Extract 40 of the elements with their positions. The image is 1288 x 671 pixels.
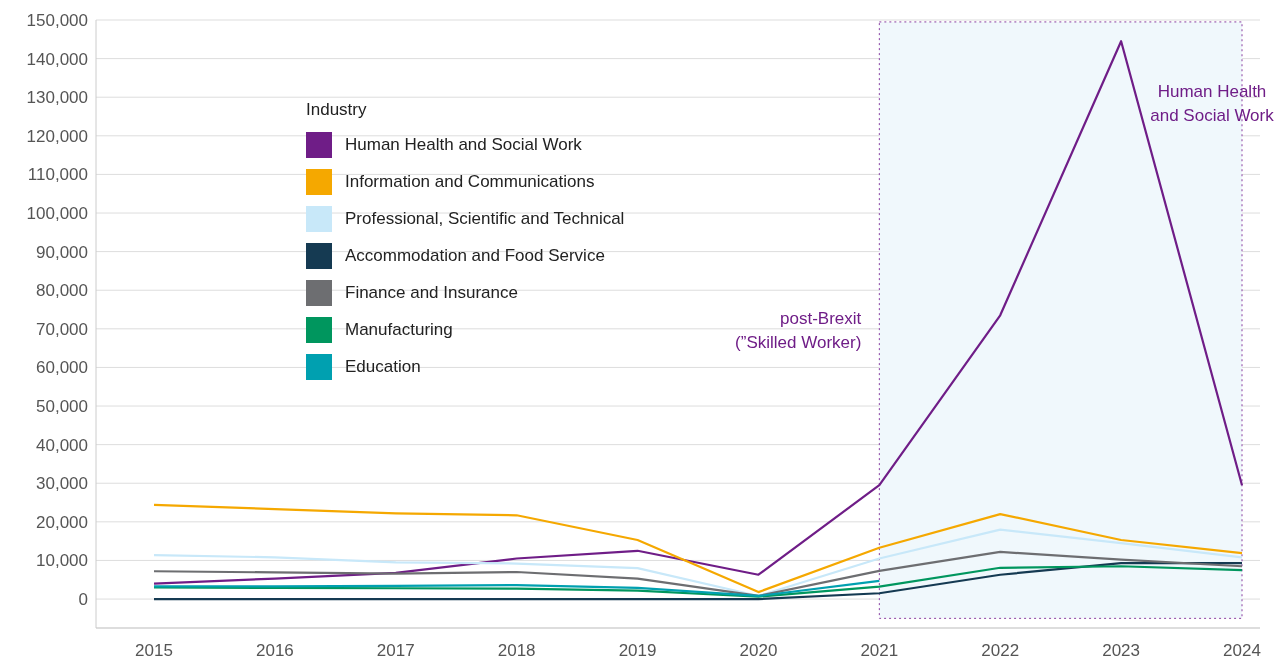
line-series: [152, 550, 1244, 598]
y-tick-label: 50,000: [36, 397, 88, 417]
y-tick-label: 120,000: [26, 126, 88, 146]
legend-title: Industry: [306, 100, 368, 120]
y-tick-label: 60,000: [36, 358, 88, 378]
legend-label: Accommodation and Food Service: [345, 245, 605, 266]
legend-label: Human Health and Social Work: [345, 134, 582, 155]
legend-label: Manufacturing: [345, 319, 453, 340]
x-tick-label: 2016: [255, 641, 294, 661]
y-tick-label: 20,000: [36, 512, 88, 532]
y-tick-label: 150,000: [26, 11, 88, 31]
x-tick-label: 2018: [497, 641, 536, 661]
y-tick-label: 140,000: [26, 49, 88, 69]
legend-label: Professional, Scientific and Technical: [345, 208, 625, 229]
line-series: [152, 579, 881, 598]
x-tick-label: 2019: [618, 641, 657, 661]
y-tick-label: 90,000: [36, 242, 88, 262]
y-tick-label: 70,000: [36, 319, 88, 339]
line-series: [152, 503, 1244, 594]
y-tick-label: 10,000: [36, 551, 88, 571]
y-tick-label: 110,000: [27, 165, 88, 185]
y-tick-label: 30,000: [36, 474, 88, 494]
y-tick-label: 80,000: [36, 281, 88, 301]
x-tick-label: 2017: [376, 641, 415, 661]
x-tick-label: 2024: [1223, 641, 1261, 661]
line-series: [152, 528, 1244, 598]
annotation: Human Health and Social Work: [1150, 81, 1275, 125]
legend-label: Education: [345, 356, 421, 377]
x-tick-label: 2022: [981, 641, 1020, 661]
legend-label: Finance and Insurance: [345, 282, 518, 303]
legend-label: Information and Communications: [345, 171, 595, 192]
x-tick-label: 2023: [1102, 641, 1141, 661]
band-label: post-Brexit (”Skilled Worker): [735, 308, 862, 352]
y-tick-label: 40,000: [36, 435, 88, 455]
x-tick-label: 2021: [860, 641, 899, 661]
y-tick-label: 100,000: [26, 204, 88, 224]
x-tick-label: 2020: [739, 641, 778, 661]
x-tick-label: 2015: [135, 641, 173, 661]
y-tick-label: 130,000: [26, 88, 88, 108]
y-tick-label: 0: [78, 590, 88, 610]
